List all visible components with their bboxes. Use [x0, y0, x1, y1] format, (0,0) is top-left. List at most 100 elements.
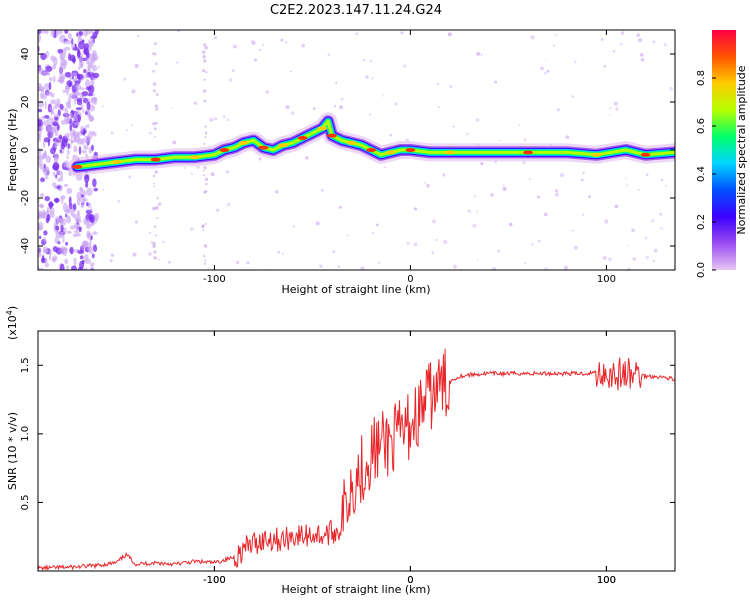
noise-point: [448, 84, 453, 89]
noise-point: [48, 81, 52, 91]
noise-point: [259, 48, 262, 52]
noise-point: [83, 218, 88, 226]
ridge-layer: [68, 112, 675, 176]
noise-point: [152, 241, 156, 246]
noise-point: [76, 97, 83, 102]
noise-point: [137, 34, 140, 38]
noise-point: [176, 61, 179, 64]
ridge-hotspot: [219, 148, 230, 152]
noise-point: [573, 245, 578, 250]
noise-point: [205, 132, 208, 135]
noise-point: [38, 247, 41, 254]
noise-point: [228, 77, 233, 82]
noise-point: [66, 149, 70, 156]
noise-point: [76, 32, 79, 37]
noise-point: [467, 209, 472, 213]
noise-point: [235, 260, 240, 265]
noise-point: [222, 114, 226, 119]
noise-point: [202, 54, 206, 59]
noise-point: [319, 264, 323, 269]
noise-point: [476, 51, 481, 56]
noise-point: [64, 132, 70, 139]
noise-point: [284, 41, 288, 44]
noise-point: [79, 62, 84, 69]
noise-point: [153, 127, 157, 130]
noise-point: [544, 267, 549, 270]
noise-point: [38, 235, 42, 240]
noise-point: [196, 165, 200, 170]
noise-point: [524, 262, 527, 265]
ridge-hotspot: [385, 150, 396, 155]
colorbar-label: Normalized spectral amplitude: [735, 65, 748, 234]
snr-plot-area: [38, 331, 675, 571]
noise-point: [554, 33, 557, 36]
noise-point: [442, 173, 446, 177]
noise-point: [205, 71, 208, 74]
noise-point: [52, 121, 59, 127]
noise-point: [38, 224, 41, 228]
ridge-hotspot: [327, 133, 337, 138]
noise-point: [83, 68, 87, 74]
noise-point: [83, 50, 87, 54]
noise-point: [52, 161, 60, 171]
noise-point: [44, 175, 49, 180]
noise-point: [540, 66, 544, 71]
x-tick-label: 0: [407, 575, 413, 586]
y-tick-label: 0: [20, 147, 31, 153]
noise-point: [152, 52, 156, 56]
noise-point: [207, 267, 210, 270]
noise-point: [170, 107, 173, 109]
noise-point: [472, 223, 477, 228]
noise-point: [81, 194, 84, 198]
noise-point: [153, 256, 157, 260]
noise-point: [522, 160, 526, 165]
noise-point: [71, 265, 77, 270]
noise-point: [375, 223, 379, 227]
noise-point: [155, 206, 159, 210]
noise-point: [73, 145, 78, 153]
noise-point: [492, 267, 496, 270]
noise-point: [63, 160, 70, 168]
noise-point: [204, 177, 209, 182]
noise-point: [58, 30, 63, 35]
noise-point: [38, 252, 42, 258]
noise-point: [280, 38, 284, 42]
noise-point: [60, 142, 65, 150]
noise-point: [59, 52, 66, 60]
noise-point: [531, 243, 534, 246]
noise-point: [74, 110, 78, 118]
noise-point: [134, 220, 139, 224]
noise-point: [56, 98, 61, 108]
noise-point: [327, 53, 331, 57]
noise-point: [659, 212, 663, 216]
noise-point: [67, 96, 72, 104]
noise-point: [49, 106, 53, 111]
noise-point: [262, 44, 265, 47]
noise-point: [45, 30, 49, 35]
noise-point: [190, 172, 193, 176]
noise-point: [64, 71, 72, 78]
noise-point: [79, 260, 85, 270]
noise-point: [66, 265, 69, 270]
snr-x-label: Height of straight line (km): [281, 583, 430, 596]
noise-point: [476, 210, 479, 213]
noise-point: [68, 196, 72, 205]
noise-point: [88, 245, 94, 255]
noise-point: [333, 104, 337, 108]
noise-point: [339, 105, 344, 110]
noise-point: [83, 267, 88, 270]
noise-point: [626, 244, 629, 247]
noise-point: [64, 39, 72, 45]
y-tick-label: -40: [20, 238, 31, 254]
colorbar-tick-label: 0.8: [696, 70, 707, 86]
noise-point: [544, 72, 547, 75]
noise-point: [620, 43, 623, 46]
noise-point: [355, 32, 359, 36]
noise-point: [204, 222, 207, 225]
noise-point: [153, 185, 156, 188]
noise-point: [44, 100, 47, 110]
noise-point: [289, 70, 292, 73]
noise-point: [155, 234, 158, 237]
ridge-hotspot: [640, 152, 651, 157]
noise-point: [371, 231, 375, 235]
